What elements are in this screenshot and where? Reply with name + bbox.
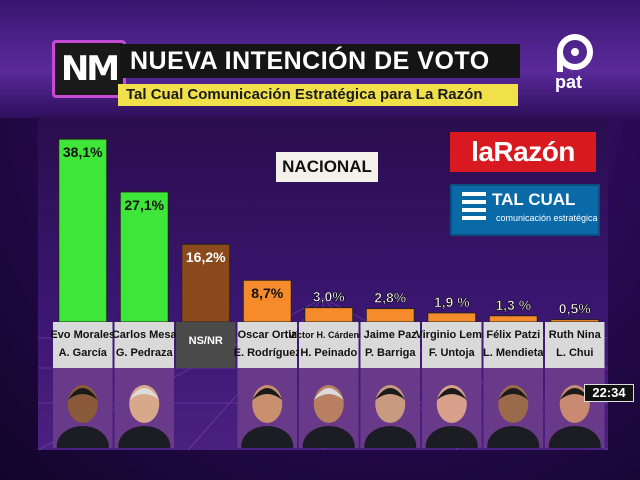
tal-cual-subtitle: comunicación estratégica (496, 213, 598, 223)
title-background (120, 44, 520, 78)
subtitle-background (118, 84, 518, 106)
candidate-photo-6 (422, 368, 482, 448)
tal-cual-name: TAL CUAL (492, 190, 576, 209)
candidate-photo-5 (360, 368, 420, 448)
nm-logo: NM (52, 40, 126, 98)
candidate-photo-4 (299, 368, 359, 448)
scope-label: NACIONAL (276, 152, 378, 182)
page-title: NUEVA INTENCIÓN DE VOTO (130, 47, 490, 75)
candidate-photo-0 (53, 368, 113, 448)
la-razon-logo: laRazón (450, 132, 596, 172)
candidate-photos (53, 368, 605, 448)
page-subtitle: Tal Cual Comunicación Estratégica para L… (126, 86, 483, 103)
tal-cual-logo (450, 184, 600, 236)
channel-name: pat (555, 72, 582, 92)
candidate-photo-7 (483, 368, 543, 448)
candidate-photo-3 (237, 368, 297, 448)
clock: 22:34 (584, 384, 634, 402)
candidate-photo-1 (114, 368, 174, 448)
pat-logo-icon (557, 34, 593, 72)
candidate-photo-8 (545, 368, 605, 448)
tal-cual-bars-icon (462, 192, 486, 220)
